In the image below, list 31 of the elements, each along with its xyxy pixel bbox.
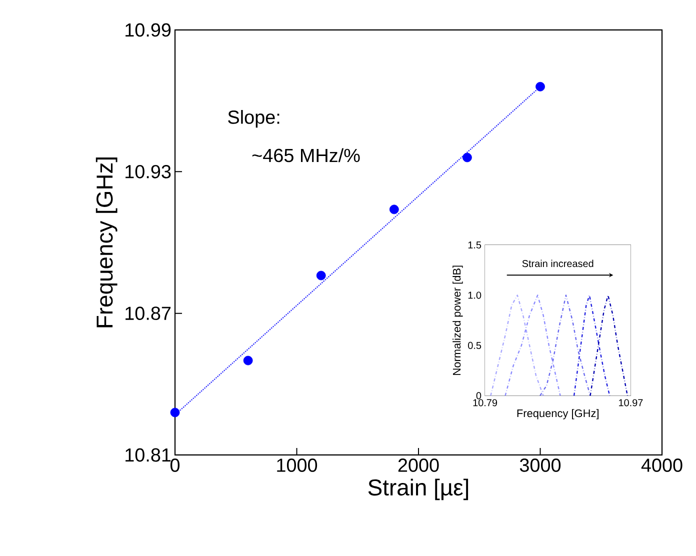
line-series	[504, 294, 561, 396]
point	[170, 408, 180, 418]
x-tick-label: 2000	[398, 458, 439, 472]
point	[243, 356, 253, 366]
x-tick-label: 10.79	[473, 399, 498, 406]
y-axis-title: Normalized power [dB]	[452, 266, 463, 375]
line-series	[539, 294, 591, 396]
y-tick-label: 1.0	[468, 292, 482, 299]
line-series	[573, 294, 610, 396]
point	[536, 82, 545, 92]
x-axis-title: Strain [µε]	[368, 478, 468, 500]
annotation: Strain increased	[522, 260, 594, 268]
y-tick-label: 10.99	[126, 23, 171, 37]
x-tick-label: 3000	[520, 458, 561, 472]
point	[389, 204, 399, 214]
point	[316, 270, 326, 280]
y-tick-label: 10.81	[126, 448, 171, 462]
x-tick-label: 10.97	[619, 399, 643, 406]
point	[462, 152, 472, 162]
y-tick-label: 10.87	[126, 306, 171, 320]
annotation: ~465 MHz/%	[252, 148, 360, 162]
y-tick-label: 0.5	[468, 342, 482, 349]
y-axis-title: Frequency [GHz]	[96, 158, 118, 328]
x-tick-label: 0	[170, 458, 180, 472]
y-tick-label: 0	[476, 392, 482, 400]
y-tick-label: 10.93	[126, 164, 171, 178]
annotation: Slope:	[228, 110, 280, 128]
x-tick-label: 4000	[641, 458, 682, 472]
x-axis-title: Frequency [GHz]	[517, 409, 598, 420]
x-tick-label: 1000	[277, 458, 318, 472]
y-tick-label: 1.5	[468, 242, 482, 248]
